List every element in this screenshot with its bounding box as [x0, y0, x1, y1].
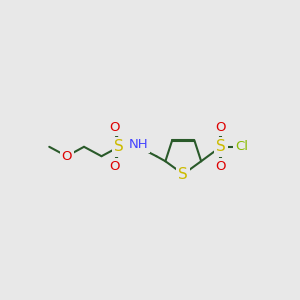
Text: O: O [109, 160, 120, 172]
Text: O: O [215, 121, 226, 134]
Text: S: S [216, 139, 226, 154]
Text: S: S [114, 139, 124, 154]
Text: O: O [109, 121, 120, 134]
Text: O: O [215, 160, 226, 172]
Text: NH: NH [128, 139, 148, 152]
Text: Cl: Cl [235, 140, 248, 153]
Text: S: S [178, 167, 188, 182]
Text: O: O [61, 150, 72, 163]
